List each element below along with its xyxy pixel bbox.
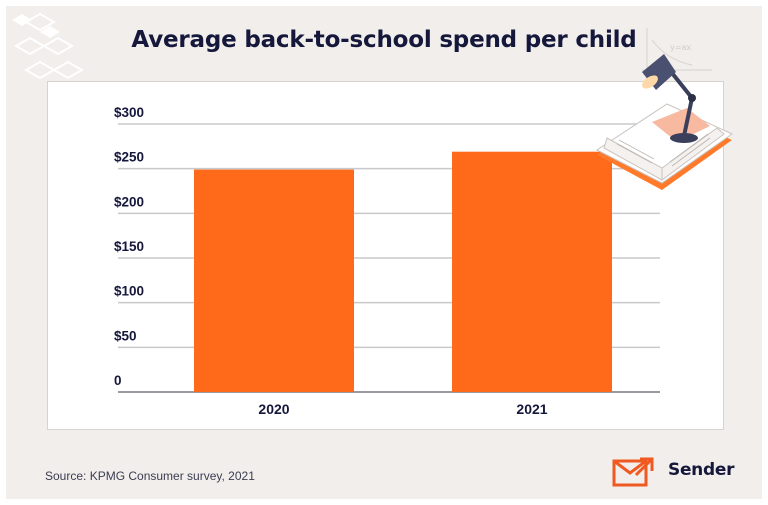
chart-title: Average back-to-school spend per child bbox=[131, 27, 637, 53]
svg-text:y=ax: y=ax bbox=[670, 43, 691, 52]
lamp-icon bbox=[642, 54, 698, 143]
y-tick-label: $300 bbox=[114, 105, 144, 120]
diamond-pattern-decoration bbox=[12, 12, 85, 80]
y-tick-label: $250 bbox=[114, 150, 144, 165]
bar-2021 bbox=[452, 151, 612, 392]
y-tick-label: $200 bbox=[114, 194, 144, 209]
y-tick-label: $100 bbox=[114, 284, 144, 299]
bar-chart: 0 $50 $100 $150 $200 $250 $300 2020 2021 bbox=[114, 105, 660, 417]
source-note: Source: KPMG Consumer survey, 2021 bbox=[45, 469, 255, 483]
sender-logo[interactable]: Sender bbox=[612, 452, 734, 488]
book-icon bbox=[596, 103, 733, 190]
x-tick-label: 2021 bbox=[516, 401, 547, 417]
envelope-logo-icon bbox=[612, 457, 654, 487]
y-tick-label: 0 bbox=[114, 373, 122, 388]
y-tick-label: $150 bbox=[114, 239, 144, 254]
brand-name: Sender bbox=[668, 460, 735, 480]
y-tick-label: $50 bbox=[114, 328, 137, 343]
chart-panel: 0 $50 $100 $150 $200 $250 $300 2020 2021 bbox=[47, 81, 724, 430]
x-tick-label: 2020 bbox=[258, 401, 289, 417]
desk-lamp-and-book-illustration: y=ax bbox=[596, 28, 733, 190]
bar-2020 bbox=[194, 169, 354, 392]
